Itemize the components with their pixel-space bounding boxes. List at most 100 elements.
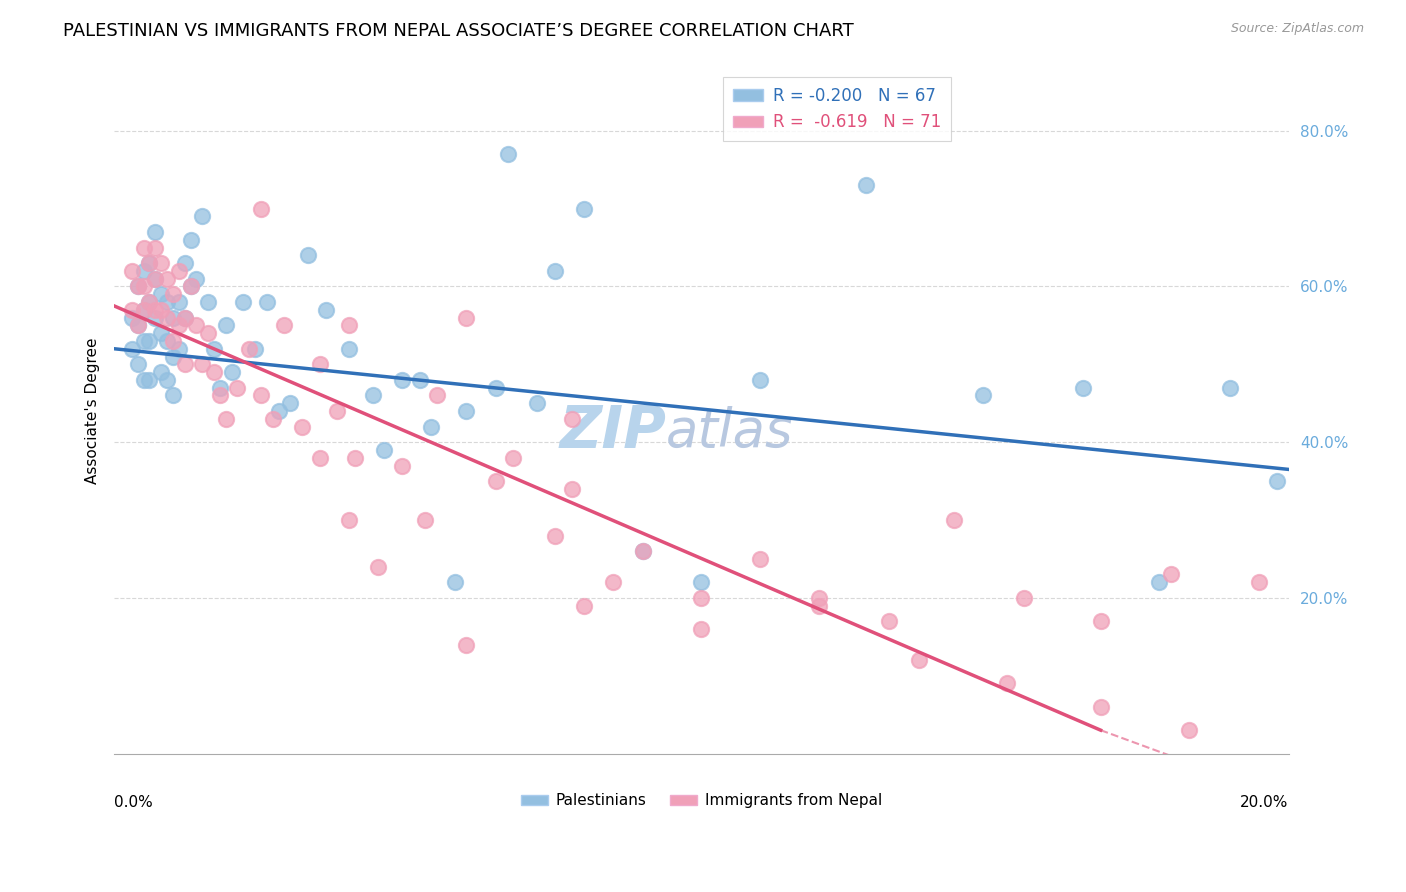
Point xyxy=(132,302,155,317)
Point xyxy=(180,279,202,293)
Point xyxy=(127,279,149,293)
Point xyxy=(1090,699,1112,714)
Point xyxy=(186,318,208,333)
Point xyxy=(186,271,208,285)
Point xyxy=(191,357,214,371)
Point xyxy=(191,210,214,224)
Point xyxy=(485,381,508,395)
Point xyxy=(180,279,202,293)
Point xyxy=(1014,591,1036,605)
Point xyxy=(443,575,465,590)
Point xyxy=(602,575,624,590)
Point xyxy=(749,373,772,387)
Point xyxy=(855,178,877,193)
Point xyxy=(167,295,190,310)
Text: 0.0%: 0.0% xyxy=(114,795,153,810)
Point xyxy=(373,442,395,457)
Point xyxy=(150,302,173,317)
Point xyxy=(143,271,166,285)
Point xyxy=(273,318,295,333)
Point xyxy=(127,357,149,371)
Point xyxy=(162,334,184,348)
Point xyxy=(162,350,184,364)
Point xyxy=(150,287,173,301)
Point xyxy=(232,295,254,310)
Text: Source: ZipAtlas.com: Source: ZipAtlas.com xyxy=(1230,22,1364,36)
Point xyxy=(173,310,195,325)
Point xyxy=(132,302,155,317)
Point xyxy=(877,614,900,628)
Point xyxy=(138,373,160,387)
Point xyxy=(995,676,1018,690)
Point xyxy=(208,388,231,402)
Point xyxy=(226,381,249,395)
Point xyxy=(420,419,443,434)
Point xyxy=(156,373,179,387)
Point xyxy=(391,373,413,387)
Point xyxy=(143,302,166,317)
Point xyxy=(942,513,965,527)
Point xyxy=(167,342,190,356)
Point xyxy=(150,256,173,270)
Point xyxy=(749,552,772,566)
Point xyxy=(262,412,284,426)
Point xyxy=(215,412,238,426)
Point xyxy=(1265,474,1288,488)
Point xyxy=(456,310,478,325)
Point xyxy=(138,256,160,270)
Point xyxy=(526,396,548,410)
Point xyxy=(167,318,190,333)
Point xyxy=(173,357,195,371)
Point xyxy=(572,599,595,613)
Point xyxy=(415,513,437,527)
Point xyxy=(121,342,143,356)
Point xyxy=(1160,567,1182,582)
Point xyxy=(278,396,301,410)
Point xyxy=(485,474,508,488)
Point xyxy=(291,419,314,434)
Point xyxy=(807,591,830,605)
Point xyxy=(337,513,360,527)
Point xyxy=(308,450,330,465)
Point xyxy=(256,295,278,310)
Point xyxy=(297,248,319,262)
Point xyxy=(138,295,160,310)
Point xyxy=(221,365,243,379)
Point xyxy=(972,388,994,402)
Point xyxy=(215,318,238,333)
Point xyxy=(138,334,160,348)
Point xyxy=(631,544,654,558)
Point xyxy=(180,233,202,247)
Point xyxy=(167,264,190,278)
Y-axis label: Associate's Degree: Associate's Degree xyxy=(86,338,100,484)
Point xyxy=(132,373,155,387)
Point xyxy=(543,264,565,278)
Point xyxy=(202,365,225,379)
Point xyxy=(426,388,449,402)
Point xyxy=(208,381,231,395)
Point xyxy=(143,310,166,325)
Point xyxy=(150,365,173,379)
Point xyxy=(156,271,179,285)
Point xyxy=(121,310,143,325)
Point xyxy=(138,256,160,270)
Point xyxy=(143,271,166,285)
Point xyxy=(343,450,366,465)
Point xyxy=(456,404,478,418)
Point xyxy=(690,575,713,590)
Point xyxy=(1149,575,1171,590)
Point xyxy=(807,599,830,613)
Text: PALESTINIAN VS IMMIGRANTS FROM NEPAL ASSOCIATE’S DEGREE CORRELATION CHART: PALESTINIAN VS IMMIGRANTS FROM NEPAL ASS… xyxy=(63,22,853,40)
Point xyxy=(1219,381,1241,395)
Point xyxy=(502,450,524,465)
Text: ZIP: ZIP xyxy=(560,403,666,460)
Text: 20.0%: 20.0% xyxy=(1240,795,1288,810)
Point xyxy=(132,264,155,278)
Point xyxy=(337,342,360,356)
Point xyxy=(1090,614,1112,628)
Point xyxy=(367,559,389,574)
Point xyxy=(496,147,519,161)
Text: atlas: atlas xyxy=(666,406,793,458)
Point xyxy=(267,404,290,418)
Point xyxy=(690,591,713,605)
